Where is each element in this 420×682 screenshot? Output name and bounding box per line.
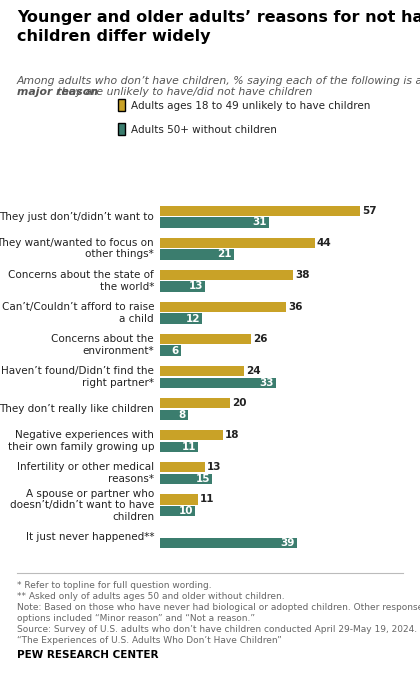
Text: Note: Based on those who have never had biological or adopted children. Other re: Note: Based on those who have never had … <box>17 603 420 612</box>
Bar <box>160 346 181 356</box>
Text: Source: Survey of U.S. adults who don’t have children conducted April 29-May 19,: Source: Survey of U.S. adults who don’t … <box>17 625 417 634</box>
Text: PEW RESEARCH CENTER: PEW RESEARCH CENTER <box>17 650 158 660</box>
Text: 36: 36 <box>288 302 302 312</box>
Text: 24: 24 <box>246 366 260 376</box>
Bar <box>160 302 286 312</box>
Bar <box>160 282 205 292</box>
Bar <box>160 494 198 505</box>
Bar <box>160 398 230 409</box>
Bar <box>160 410 188 420</box>
Text: 11: 11 <box>182 442 197 451</box>
Text: 33: 33 <box>260 378 274 387</box>
Bar <box>160 366 244 376</box>
Text: 13: 13 <box>207 462 222 473</box>
Bar <box>160 462 205 473</box>
Text: * Refer to topline for full question wording.: * Refer to topline for full question wor… <box>17 581 211 590</box>
Bar <box>160 506 195 516</box>
Bar <box>160 238 315 248</box>
Bar <box>160 218 269 228</box>
Bar <box>160 378 276 388</box>
Text: 11: 11 <box>200 494 215 505</box>
Bar <box>160 206 360 216</box>
Bar <box>160 314 202 324</box>
Text: ** Asked only of adults ages 50 and older without children.: ** Asked only of adults ages 50 and olde… <box>17 592 284 601</box>
Text: “The Experiences of U.S. Adults Who Don’t Have Children”: “The Experiences of U.S. Adults Who Don’… <box>17 636 281 644</box>
Text: 20: 20 <box>232 398 246 409</box>
Bar <box>160 334 251 344</box>
Text: 13: 13 <box>189 282 204 291</box>
Text: 31: 31 <box>252 218 267 227</box>
Bar <box>160 430 223 441</box>
Text: 6: 6 <box>172 346 179 355</box>
Bar <box>160 270 294 280</box>
Text: 12: 12 <box>186 314 200 323</box>
Text: Adults 50+ without children: Adults 50+ without children <box>131 125 277 134</box>
Text: 18: 18 <box>225 430 239 441</box>
Text: 44: 44 <box>316 238 331 248</box>
Text: 8: 8 <box>179 410 186 419</box>
Bar <box>160 474 213 484</box>
Bar <box>160 442 198 452</box>
Text: they are unlikely to have/did not have children: they are unlikely to have/did not have c… <box>54 87 312 98</box>
Text: Adults ages 18 to 49 unlikely to have children: Adults ages 18 to 49 unlikely to have ch… <box>131 101 371 110</box>
Text: 10: 10 <box>178 506 193 516</box>
Text: 26: 26 <box>253 334 268 344</box>
Text: 15: 15 <box>196 474 211 484</box>
Text: Among adults who don’t have children, % saying each of the following is a: Among adults who don’t have children, % … <box>17 76 420 87</box>
Text: 38: 38 <box>295 270 310 280</box>
Text: 57: 57 <box>362 206 377 216</box>
Text: major reason: major reason <box>17 87 98 98</box>
Text: Younger and older adults’ reasons for not having
children differ widely: Younger and older adults’ reasons for no… <box>17 10 420 44</box>
Bar <box>160 250 234 260</box>
Text: 21: 21 <box>217 250 232 259</box>
Bar <box>160 538 297 548</box>
Text: options included “Minor reason” and “Not a reason.”: options included “Minor reason” and “Not… <box>17 614 255 623</box>
Text: 39: 39 <box>281 538 295 548</box>
